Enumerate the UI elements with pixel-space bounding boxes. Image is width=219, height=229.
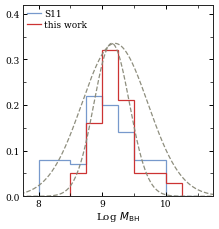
Legend: S11, this work: S11, this work xyxy=(25,8,89,32)
X-axis label: Log $M_{\mathrm{BH}}$: Log $M_{\mathrm{BH}}$ xyxy=(96,210,140,224)
